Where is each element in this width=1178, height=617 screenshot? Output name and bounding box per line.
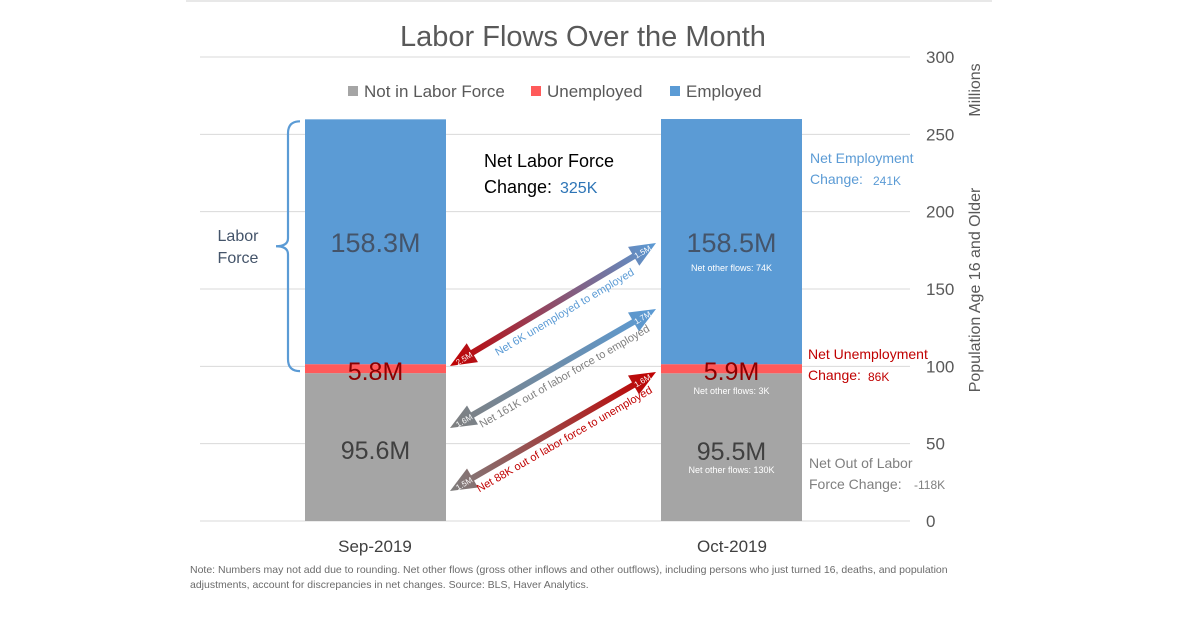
bar-unemployed-oct-2019 xyxy=(661,364,802,374)
net-labor-force-value: 325K xyxy=(560,180,598,197)
y-tick-label-250: 250 xyxy=(926,125,954,144)
net-out-of-labor-force-value: -118K xyxy=(914,478,945,492)
net-out-of-labor-force-annotation: Net Out of Labor Force Change: -118K xyxy=(809,455,945,492)
stacked-bars: 95.6M 5.8M 158.3M 95.5M 5.9M 158.5M Net other … xyxy=(305,119,802,521)
net-unemployment-value: 86K xyxy=(868,370,889,384)
net-employment-line-1: Net Employment xyxy=(810,150,914,166)
net-unemployment-annotation: Net Unemployment Change: 86K xyxy=(808,346,928,384)
bar-not-in-labor-force-oct-2019 xyxy=(661,373,802,521)
data-label-not-in-labor-force-oct-2019: 95.5M xyxy=(697,438,766,466)
footnote: Note: Numbers may not add due to roundin… xyxy=(190,564,948,591)
legend: Not in Labor Force Unemployed Employed xyxy=(348,82,762,101)
net-out-of-labor-force-line-2: Force Change: xyxy=(809,476,902,492)
net-employment-annotation: Net Employment Change: 241K xyxy=(810,150,914,188)
legend-swatch-not-in-labor-force xyxy=(348,86,358,96)
net-other-flows-employed: Net other flows: 74K xyxy=(691,263,772,273)
bar-unemployed-sep-2019 xyxy=(305,364,446,374)
data-label-unemployed-oct-2019: 5.9M xyxy=(704,358,760,386)
flow-arrow-shape-1 xyxy=(450,243,656,366)
x-tick-label-oct-2019: Oct-2019 xyxy=(697,537,767,556)
net-other-flows-not-in-labor-force: Net other flows: 130K xyxy=(688,465,774,475)
bar-employed-oct-2019 xyxy=(661,119,802,365)
y-tick-label-150: 150 xyxy=(926,280,954,299)
brace-label-line-2: Force xyxy=(218,250,259,267)
legend-label-employed: Employed xyxy=(686,82,762,101)
data-label-unemployed-sep-2019: 5.8M xyxy=(348,358,404,386)
net-unemployment-line-1: Net Unemployment xyxy=(808,346,928,362)
y-tick-label-50: 50 xyxy=(926,435,945,454)
legend-swatch-employed xyxy=(670,86,680,96)
data-label-not-in-labor-force-sep-2019: 95.6M xyxy=(341,437,410,465)
net-unemployment-line-2: Change: xyxy=(808,367,861,383)
brace-label-line-1: Labor xyxy=(218,228,260,245)
y-axis-label: Population Age 16 and Older xyxy=(967,187,984,392)
brace-shape xyxy=(275,120,301,373)
net-out-of-labor-force-line-1: Net Out of Labor xyxy=(809,455,913,471)
flow-arrow-shape-3 xyxy=(450,372,656,491)
net-labor-force-line-1: Net Labor Force xyxy=(484,151,614,171)
net-other-flows-unemployed: Net other flows: 3K xyxy=(693,386,769,396)
bar-not-in-labor-force-sep-2019 xyxy=(305,373,446,521)
flow-arrow-2-label: Net 161K out of labor force to employed xyxy=(478,323,652,431)
net-labor-force-line-2: Change: xyxy=(484,177,552,197)
bar-employed-sep-2019 xyxy=(305,119,446,365)
y-tick-label-100: 100 xyxy=(926,357,954,376)
legend-swatch-unemployed xyxy=(531,86,541,96)
x-tick-label-sep-2019: Sep-2019 xyxy=(338,537,412,556)
chart-title: Labor Flows Over the Month xyxy=(400,21,766,53)
net-employment-value: 241K xyxy=(873,174,901,188)
data-label-employed-sep-2019: 158.3M xyxy=(330,228,420,258)
net-labor-force-annotation: Net Labor Force Change: 325K xyxy=(484,151,614,197)
flow-arrow-shape-2 xyxy=(450,309,656,428)
y-tick-label-300: 300 xyxy=(926,48,954,67)
data-label-employed-oct-2019: 158.5M xyxy=(686,228,776,258)
y-tick-label-0: 0 xyxy=(926,512,935,531)
net-employment-line-2: Change: xyxy=(810,171,863,187)
labor-force-brace: Labor Force xyxy=(218,120,301,373)
legend-label-unemployed: Unemployed xyxy=(547,82,642,101)
y-axis-ticks: 0 50 100 150 200 250 300 xyxy=(926,48,954,531)
legend-label-not-in-labor-force: Not in Labor Force xyxy=(364,82,505,101)
y-axis-unit: Millions xyxy=(967,63,984,116)
y-tick-label-200: 200 xyxy=(926,203,954,222)
